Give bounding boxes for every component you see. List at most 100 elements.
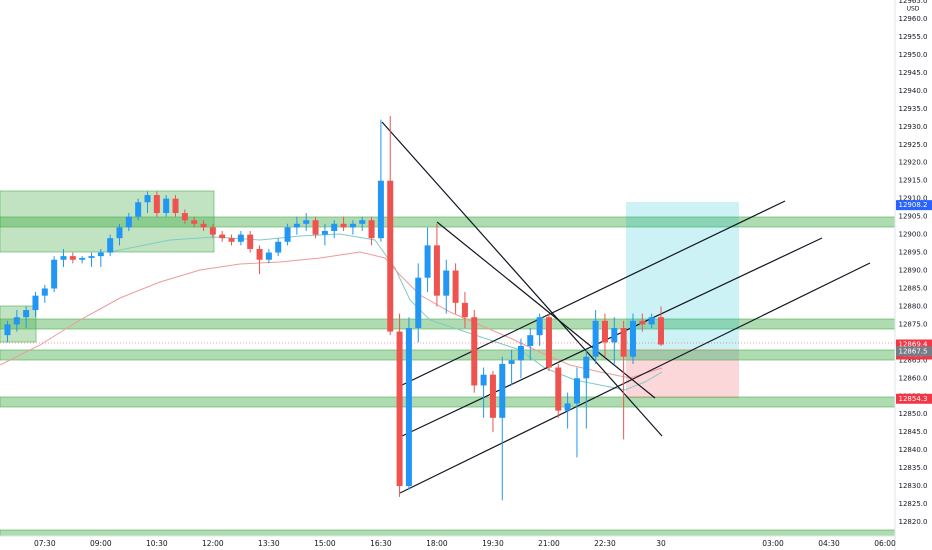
candle-body [601,320,608,343]
candle-body [564,403,571,411]
moving-average [109,233,663,391]
candle-body [23,310,30,318]
candle-body [275,241,282,253]
y-tick-label: 12900.0 [899,231,928,239]
y-tick-label: 12955.0 [899,33,928,41]
y-tick-label: 12965.0 [899,0,928,5]
candle-body [88,256,95,258]
price-label: 12854.3 [899,395,928,403]
x-tick-label: 13:30 [258,539,280,548]
candle-body [489,374,496,418]
candle-body [331,223,338,231]
y-tick-label: 12940.0 [899,87,928,95]
candle-body [97,252,104,257]
candle-body [60,256,67,260]
candle-body [41,288,48,296]
candle-body [433,245,440,296]
price-label-bg [896,393,932,404]
x-tick-label: 16:30 [370,539,392,548]
candle-body [116,227,123,239]
candle-body [499,363,506,418]
candle-body [405,327,412,487]
y-tick-label: 12875.0 [899,320,928,328]
y-tick-label: 12830.0 [899,482,928,490]
long-stop [626,360,739,398]
candle-body [340,223,347,228]
candle-body [191,220,198,224]
candle-body [508,360,515,364]
candle-body [312,220,319,235]
candle-body [396,331,403,487]
candle-body [256,248,263,260]
price-label-bg [896,339,932,350]
y-tick-label: 12825.0 [899,500,928,508]
y-tick-label: 12890.0 [899,267,928,275]
price-label: 12908.2 [899,201,928,209]
candle-body [303,220,310,224]
y-tick-label: 12835.0 [899,464,928,472]
x-tick-label: 10:30 [146,539,168,548]
candle-body [639,320,646,325]
candle-body [293,223,300,228]
zone-band [0,396,896,408]
x-tick-label: 06:00 [874,539,896,548]
x-tick-label: 21:00 [538,539,560,548]
candle-body [387,180,394,332]
candle-body [228,238,235,242]
candle-body [79,257,86,260]
candle-body [545,317,552,368]
candle-body [349,223,356,228]
y-tick-label: 12915.0 [899,177,928,185]
candle-body [527,335,534,346]
candle-body [51,259,58,289]
y-tick-label: 12935.0 [899,105,928,113]
y-tick-label: 12930.0 [899,123,928,131]
y-tick-label: 12850.0 [899,410,928,418]
candle-body [443,270,450,296]
candle-body [219,234,226,239]
channel-line [399,237,823,438]
y-tick-label: 12920.0 [899,159,928,167]
price-label: 12869.4 [899,341,928,349]
candle-body [359,220,366,224]
x-tick-label: 07:30 [34,539,56,548]
channel-line [399,200,786,387]
candle-body [377,180,384,239]
zone-band [0,318,896,330]
zone-band [0,216,896,228]
x-tick-label: 19:30 [482,539,504,548]
x-tick-label: 22:30 [594,539,616,548]
candle-body [163,198,170,214]
candle-body [209,227,216,235]
y-tick-label: 12925.0 [899,141,928,149]
x-tick-label: 04:30 [818,539,840,548]
candle-body [555,367,562,411]
candle-body [611,327,618,343]
candle-body [620,327,627,357]
candle-body [657,317,664,345]
channel-line [399,262,871,494]
y-tick-label: 12820.0 [899,518,928,526]
candle-body [452,270,459,303]
x-tick-label: 12:00 [202,539,224,548]
y-tick-label: 12885.0 [899,284,928,292]
candle-body [153,195,160,214]
zone-band [0,349,896,361]
y-tick-label: 12950.0 [899,51,928,59]
x-tick-label: 15:00 [314,539,336,548]
y-tick-label: 12845.0 [899,428,928,436]
y-tick-label: 12945.0 [899,69,928,77]
trend-line [381,121,663,437]
candle-body [4,324,11,336]
currency: USD [907,6,920,13]
y-tick-label: 12895.0 [899,249,928,257]
y-tick-label: 12860.0 [899,374,928,382]
x-tick-label: 03:00 [762,539,784,548]
candle-body [135,202,142,217]
price-label: 12867.5 [899,347,928,355]
y-tick-label: 12910.0 [899,195,928,203]
long-entry [626,348,739,360]
y-tick-label: 12865.0 [899,356,928,364]
candle-body [247,234,254,249]
